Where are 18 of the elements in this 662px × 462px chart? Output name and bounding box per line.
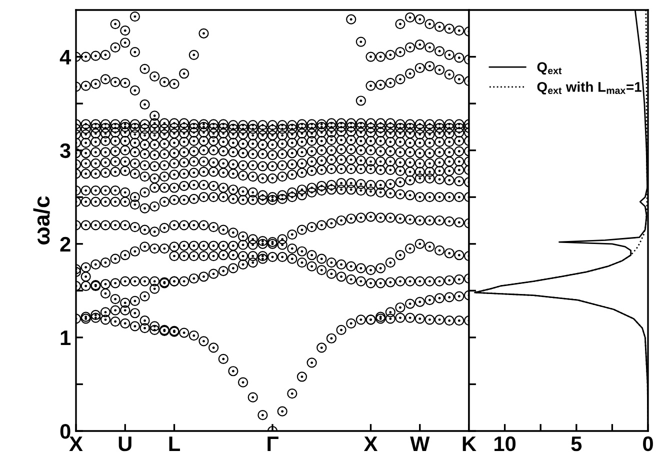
y-tick-label: 2 (60, 236, 70, 252)
y-tick-label: 0 (60, 424, 70, 439)
x-tick-label: X (364, 436, 378, 451)
x-tick-label: L (169, 436, 180, 451)
legend-label: Q$_{ext}$ (537, 62, 562, 75)
x-tick-label: 5 (571, 436, 582, 452)
legend-label: Q$_{ext}$ with L$_{max}$=1 (537, 82, 642, 94)
x-tick-label: U (118, 436, 132, 452)
x-tick-label: 10 (494, 436, 516, 452)
x-tick-label: X (69, 436, 83, 451)
x-tick-label: 0 (643, 436, 653, 452)
x-tick-label: Γ (268, 436, 278, 451)
y-tick-label: 1 (60, 330, 71, 345)
y-axis-title: ωa/c (33, 196, 50, 244)
x-tick-label: K (462, 436, 476, 451)
y-tick-label: 4 (60, 50, 72, 64)
x-tick-label: W (410, 436, 430, 451)
y-tick-label: 3 (60, 143, 70, 158)
